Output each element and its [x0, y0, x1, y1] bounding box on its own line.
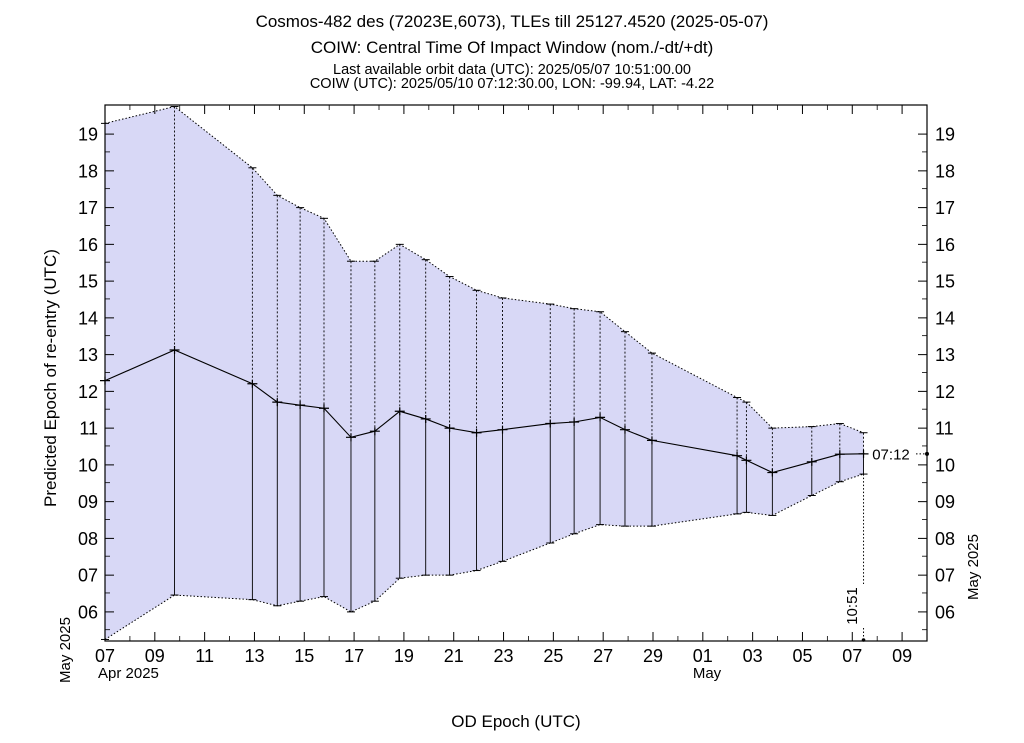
x-tick-label: 27	[593, 646, 613, 666]
y-tick-label-right: 15	[935, 272, 955, 292]
y-tick-label-right: 06	[935, 602, 955, 622]
y-tick-label-right: 13	[935, 345, 955, 365]
x-tick-label: 01	[693, 646, 713, 666]
coiw-point	[925, 451, 929, 456]
x-tick-label: 07	[842, 646, 862, 666]
x-tick-label: 25	[543, 646, 563, 666]
y-tick-label-right: 10	[935, 455, 955, 475]
y-tick-label-left: 07	[78, 566, 98, 586]
x-tick-label: 07	[95, 646, 115, 666]
y-tick-label-right: 18	[935, 161, 955, 181]
x-tick-label: 19	[394, 646, 414, 666]
coiw-time-label: 07:12	[872, 446, 910, 463]
last-orbit-point	[861, 638, 866, 642]
x-tick-label: 03	[743, 646, 763, 666]
x-tick-label: 13	[244, 646, 264, 666]
nominal-point	[247, 379, 258, 388]
y-tick-label-right: 16	[935, 235, 955, 255]
nominal-point	[471, 428, 482, 437]
y-tick-label-left: 14	[78, 308, 98, 328]
x-month-label-apr: Apr 2025	[98, 665, 159, 682]
x-tick-label: 15	[294, 646, 314, 666]
nominal-point	[369, 427, 380, 436]
nominal-point	[569, 418, 580, 427]
nominal-point	[732, 451, 743, 460]
nominal-point	[272, 398, 283, 407]
nominal-point	[169, 346, 180, 355]
x-month-label-may: May	[693, 665, 722, 682]
coiw-info: COIW (UTC): 2025/05/10 07:12:30.00, LON:…	[309, 76, 715, 92]
y-tick-label-left: 17	[78, 198, 98, 218]
y-tick-label-right: 14	[935, 308, 955, 328]
nominal-point	[345, 433, 356, 442]
y-tick-label-left: 16	[78, 235, 98, 255]
x-tick-label: 29	[643, 646, 663, 666]
y-tick-label-left: 18	[78, 161, 98, 181]
x-tick-label: 17	[344, 646, 364, 666]
nominal-point	[100, 376, 110, 385]
x-tick-label: 11	[195, 646, 214, 666]
nominal-point	[646, 436, 657, 445]
y-axis-title: Predicted Epoch of re-entry (UTC)	[41, 249, 60, 507]
y-tick-label-right: 08	[935, 529, 955, 549]
chart-title: Cosmos-482 des (72023E,6073), TLEs till …	[255, 12, 769, 31]
y-tick-label-right: 11	[935, 419, 954, 439]
nominal-point	[497, 425, 508, 434]
nominal-point	[595, 413, 606, 422]
y-tick-label-right: 19	[935, 125, 955, 145]
y-tick-label-left: 08	[78, 529, 98, 549]
nominal-point	[420, 414, 431, 423]
y-tick-label-left: 11	[79, 419, 98, 439]
nominal-point	[806, 457, 817, 466]
nominal-point	[619, 425, 630, 434]
y-tick-label-left: 09	[78, 492, 98, 512]
nominal-point	[444, 424, 455, 433]
y-tick-label-right: 17	[935, 198, 955, 218]
nominal-point	[394, 407, 405, 416]
y-tick-label-left: 15	[78, 272, 98, 292]
nominal-point	[834, 450, 845, 459]
x-tick-label: 09	[892, 646, 912, 666]
last-orbit-time-label: 10:51	[844, 587, 861, 625]
nominal-point	[741, 456, 752, 465]
nominal-point	[545, 419, 556, 428]
y-tick-label-right: 07	[935, 566, 955, 586]
x-tick-label: 09	[145, 646, 165, 666]
y-tick-label-left: 10	[78, 455, 98, 475]
y-tick-label-left: 12	[78, 382, 98, 402]
chart-subtitle: COIW: Central Time Of Impact Window (nom…	[310, 38, 714, 57]
nominal-point	[295, 401, 306, 410]
y-tick-label-left: 13	[78, 345, 98, 365]
x-axis-title: OD Epoch (UTC)	[451, 712, 580, 731]
nominal-point	[767, 468, 778, 477]
y-tick-label-left: 19	[78, 125, 98, 145]
y-tick-label-right: 09	[935, 492, 955, 512]
y-tick-label-left: 06	[78, 602, 98, 622]
last-orbit-info: Last available orbit data (UTC): 2025/05…	[333, 62, 691, 78]
y-month-label-left: May 2025	[57, 617, 74, 683]
x-tick-label: 23	[494, 646, 514, 666]
nominal-point	[318, 404, 329, 413]
x-tick-label: 21	[444, 646, 464, 666]
y2-axis-title: May 2025	[965, 534, 982, 600]
impact-window-band	[105, 106, 864, 640]
y-tick-label-right: 12	[935, 382, 955, 402]
x-tick-label: 05	[792, 646, 812, 666]
